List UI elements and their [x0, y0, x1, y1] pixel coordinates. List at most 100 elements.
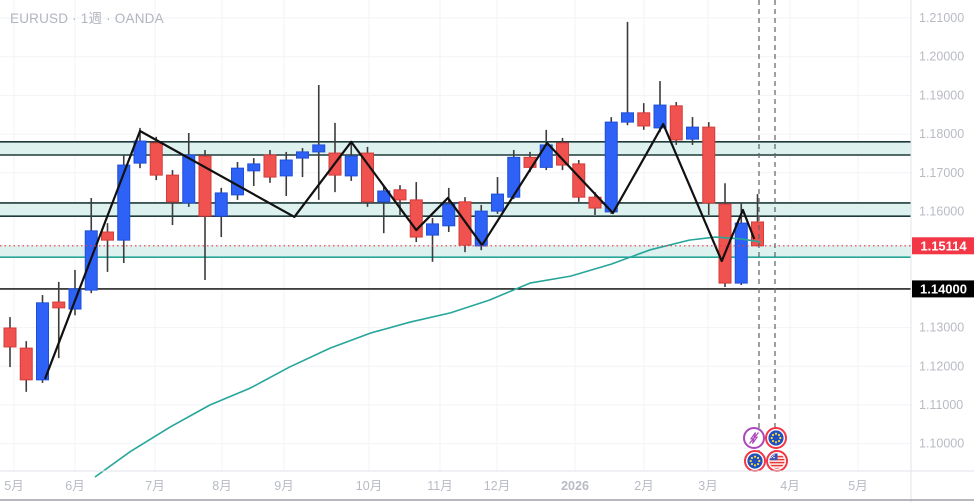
- candle-body: [19, 347, 33, 381]
- price-tick-label: 1.17000: [919, 166, 964, 180]
- candlestick: [296, 148, 309, 178]
- price-tick-label: 1.11000: [919, 398, 963, 412]
- supply-demand-zone[interactable]: [0, 245, 911, 258]
- candlestick: [52, 281, 66, 359]
- candlestick: [344, 143, 358, 181]
- candle-body: [3, 327, 17, 348]
- candle-body: [702, 126, 716, 204]
- candlestick: [426, 218, 439, 262]
- candle-body: [166, 174, 179, 203]
- candle-body: [149, 142, 163, 176]
- candlestick: [19, 341, 33, 392]
- candlestick: [166, 170, 179, 226]
- symbol-title[interactable]: EURUSD · 1週 · OANDA: [10, 11, 164, 26]
- candle-body: [344, 155, 358, 177]
- candlestick: [458, 197, 472, 253]
- candle-body: [198, 155, 212, 217]
- candle-body: [442, 203, 456, 227]
- month-tick-label: 5月: [4, 479, 23, 493]
- candlestick: [686, 117, 699, 145]
- candlestick: [442, 187, 456, 233]
- ma-line: [94, 236, 761, 478]
- candlestick: [507, 149, 521, 200]
- month-tick-label: 12月: [484, 479, 510, 493]
- level-price-value: 1.14000: [920, 281, 967, 296]
- candle-body: [474, 210, 488, 247]
- zigzag-trend-drawing[interactable]: [43, 122, 756, 380]
- candlestick: [36, 295, 49, 383]
- candlestick: [263, 149, 277, 183]
- price-tick-label: 1.20000: [919, 50, 964, 64]
- candlestick: [637, 103, 651, 130]
- candlestick: [393, 185, 407, 215]
- candle-body: [101, 231, 114, 241]
- candle-body: [718, 203, 732, 284]
- candlestick: [149, 136, 163, 181]
- price-tick-label: 1.16000: [919, 205, 964, 219]
- candle-body: [377, 190, 391, 203]
- event-icon-eu-flag[interactable]: [765, 427, 787, 449]
- candle-body: [361, 152, 374, 203]
- candle-body: [669, 105, 683, 141]
- candlestick: [133, 127, 147, 169]
- price-tick-label: 1.19000: [919, 88, 964, 102]
- month-tick-label: 5月: [848, 479, 867, 493]
- candle-body: [312, 144, 326, 153]
- candle-body: [604, 121, 618, 213]
- candlestick: [409, 182, 423, 243]
- candle-body: [686, 126, 699, 140]
- us-flag-icon: [769, 453, 785, 469]
- price-tick-label: 1.18000: [919, 127, 964, 141]
- zone-fill: [0, 245, 911, 258]
- candle-body: [247, 163, 261, 172]
- candle-body: [734, 222, 748, 284]
- candle-body: [393, 189, 407, 201]
- candle-body: [409, 199, 423, 238]
- event-icons: [743, 427, 788, 472]
- candle-body: [426, 223, 439, 236]
- event-icon-economic-event-lightning[interactable]: [743, 427, 765, 449]
- month-tick-label: 4月: [780, 479, 799, 493]
- candle-body: [621, 112, 634, 123]
- candle-body: [231, 167, 244, 196]
- candle-body: [491, 193, 504, 212]
- last-price-label: 1.15114: [912, 237, 974, 255]
- month-tick-label: 10月: [356, 479, 382, 493]
- event-icon-us-flag[interactable]: [766, 450, 788, 472]
- zone-fill: [0, 141, 911, 155]
- price-tick-label: 1.12000: [919, 359, 964, 373]
- candle-body: [588, 196, 602, 209]
- candlestick: [621, 21, 634, 126]
- candlestick: [279, 151, 293, 197]
- year-tick-label: 2026: [561, 479, 589, 493]
- last-price-value: 1.15114: [920, 238, 967, 253]
- price-tick-label: 1.10000: [919, 437, 964, 451]
- candlestick: [214, 187, 228, 238]
- candlestick: [361, 146, 374, 207]
- price-axis[interactable]: 1.21000 1.20000 1.19000 1.18000 1.17000 1.160…: [919, 11, 964, 451]
- candle-body: [458, 201, 472, 246]
- month-tick-label: 8月: [212, 479, 231, 493]
- month-tick-label: 9月: [274, 479, 293, 493]
- candlestick: [101, 223, 114, 272]
- candlestick: [669, 101, 683, 145]
- candle-body: [36, 302, 49, 381]
- candle-body: [214, 192, 228, 217]
- month-tick-label: 6月: [65, 479, 84, 493]
- gridlines: [0, 0, 911, 471]
- month-tick-label: 2月: [634, 479, 653, 493]
- candlestick: [247, 158, 261, 186]
- candlestick: [718, 183, 732, 287]
- candle-body: [133, 140, 147, 164]
- event-icon-eu-flag[interactable]: [744, 450, 766, 472]
- level-price-label: 1.14000: [912, 280, 974, 298]
- month-tick-label: 7月: [145, 479, 164, 493]
- candlestick: [231, 161, 244, 200]
- month-tick-label: 3月: [698, 479, 717, 493]
- time-axis[interactable]: 5月 6月 7月 8月 9月 10月 11月 12月 2026 2月 3月 4月 5月: [4, 479, 867, 493]
- price-tick-label: 1.13000: [919, 321, 964, 335]
- candlestick: [182, 132, 196, 207]
- candlestick: [491, 177, 504, 214]
